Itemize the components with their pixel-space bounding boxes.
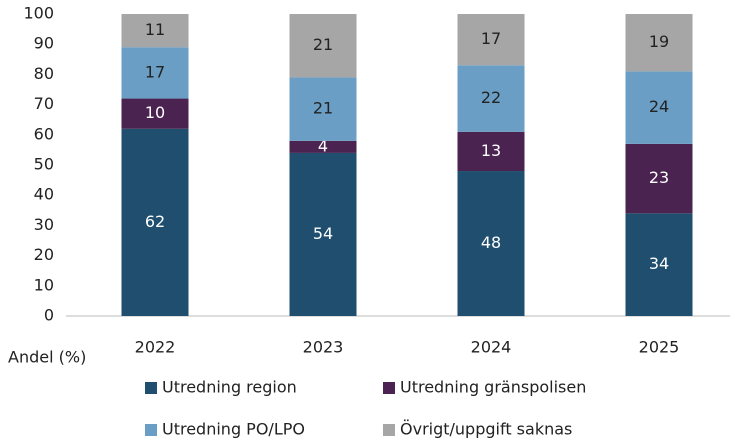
bar-segment bbox=[121, 47, 189, 99]
data-label: 4 bbox=[318, 136, 328, 155]
legend-swatch bbox=[145, 424, 157, 436]
y-tick-label: 10 bbox=[34, 275, 54, 294]
legend-label: Utredning region bbox=[162, 378, 297, 397]
bar-segment bbox=[289, 77, 357, 141]
y-tick-label: 20 bbox=[34, 245, 54, 264]
y-tick-label: 40 bbox=[34, 185, 54, 204]
y-tick-label: 60 bbox=[34, 124, 54, 143]
data-label: 62 bbox=[145, 212, 165, 231]
bar-segment bbox=[457, 171, 525, 316]
data-label: 54 bbox=[313, 224, 333, 243]
y-tick-label: 70 bbox=[34, 94, 54, 113]
y-tick-label: 50 bbox=[34, 155, 54, 174]
legend-swatch bbox=[383, 424, 395, 436]
legend-label: Utredning PO/LPO bbox=[162, 420, 305, 439]
bar-segment bbox=[625, 71, 693, 144]
data-label: 17 bbox=[481, 29, 501, 48]
bar-segment bbox=[289, 14, 357, 78]
bar-segment bbox=[289, 140, 357, 153]
bar-segment bbox=[289, 152, 357, 316]
data-label: 48 bbox=[481, 233, 501, 252]
data-label: 19 bbox=[649, 32, 669, 51]
legend-swatch bbox=[383, 382, 395, 394]
bar-segment bbox=[625, 143, 693, 214]
bar-segment bbox=[625, 14, 693, 72]
bar-segment bbox=[457, 65, 525, 132]
data-label: 22 bbox=[481, 88, 501, 107]
x-tick-label: 2023 bbox=[303, 338, 344, 357]
data-label: 13 bbox=[481, 141, 501, 160]
y-tick-label: 80 bbox=[34, 64, 54, 83]
bar-segment bbox=[457, 131, 525, 172]
bar-segment bbox=[625, 213, 693, 316]
y-tick-label: 90 bbox=[34, 34, 54, 53]
x-tick-label: 2024 bbox=[471, 338, 512, 357]
bar-segment bbox=[121, 98, 189, 129]
legend-label: Utredning gränspolisen bbox=[400, 378, 586, 397]
legend-label: Övrigt/uppgift saknas bbox=[400, 420, 572, 439]
legend-swatch bbox=[145, 382, 157, 394]
bar-segment bbox=[121, 128, 189, 316]
data-label: 21 bbox=[313, 99, 333, 118]
y-tick-label: 30 bbox=[34, 215, 54, 234]
data-label: 23 bbox=[649, 168, 669, 187]
y-tick-label: 0 bbox=[44, 306, 54, 325]
x-tick-label: 2022 bbox=[135, 338, 176, 357]
data-label: 10 bbox=[145, 103, 165, 122]
data-label: 24 bbox=[649, 97, 669, 116]
bar-segment bbox=[121, 14, 189, 48]
bar-segment bbox=[457, 14, 525, 66]
data-label: 21 bbox=[313, 35, 333, 54]
y-axis-label: Andel (%) bbox=[8, 348, 86, 367]
data-label: 34 bbox=[649, 254, 669, 273]
y-tick-label: 100 bbox=[23, 4, 54, 23]
x-tick-label: 2025 bbox=[639, 338, 680, 357]
data-label: 11 bbox=[145, 20, 165, 39]
data-label: 17 bbox=[145, 62, 165, 81]
